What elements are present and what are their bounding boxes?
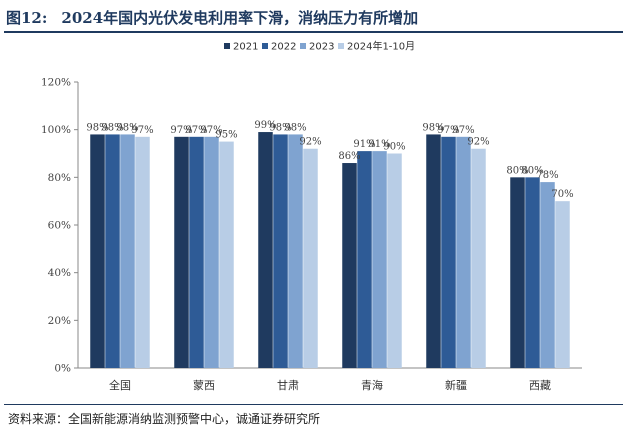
figure-title: 图12: 2024年国内光伏发电利用率下滑，消纳压力有所增加	[6, 5, 621, 31]
data-label: 80%	[506, 165, 528, 176]
data-label: 91%	[353, 139, 375, 150]
bar	[372, 151, 387, 368]
bar	[135, 136, 150, 368]
value-labels: 98%98%98%97% 97%97%97%95%99%98%98%92%86%9…	[86, 120, 573, 200]
data-label: 98%	[422, 122, 444, 133]
category-label: 蒙西	[193, 379, 215, 392]
data-label: 98%	[284, 122, 306, 133]
bar	[525, 177, 540, 368]
source-note: 资料来源：全国新能源消纳监测预警中心，诚通证券研究所	[8, 412, 321, 426]
title-rule	[4, 31, 623, 33]
bar-chart: 2021 2022 2023 2024年1-10月 0% 20% 40% 60% 80% 100…	[41, 40, 582, 392]
data-label: 97%	[131, 125, 153, 136]
source-rule	[4, 404, 623, 405]
figure-label: 图12:	[6, 9, 48, 27]
bar	[555, 201, 570, 368]
x-axis: 全国 蒙西 甘肃 青海 新疆 西藏	[78, 367, 582, 392]
bar	[342, 163, 357, 368]
category-label: 全国	[109, 378, 131, 392]
legend-swatch	[300, 43, 306, 49]
figure-title-text: 2024年国内光伏发电利用率下滑，消纳压力有所增加	[61, 9, 419, 27]
y-tick-label: 80%	[48, 172, 71, 184]
bars-group	[90, 132, 570, 368]
data-label: 99%	[254, 120, 276, 131]
data-label: 86%	[338, 151, 360, 162]
data-label: 92%	[467, 137, 489, 148]
category-label: 西藏	[529, 379, 551, 392]
bar	[219, 141, 234, 368]
data-label: 80%	[521, 165, 543, 176]
bar	[288, 134, 303, 368]
data-label: 91%	[368, 139, 390, 150]
legend-swatch	[262, 43, 268, 49]
bar	[90, 134, 105, 368]
data-label: 70%	[551, 189, 573, 200]
bar	[273, 134, 288, 368]
bar	[510, 177, 525, 368]
data-label: 92%	[299, 137, 321, 148]
bar	[189, 136, 204, 368]
y-tick-label: 120%	[41, 77, 71, 89]
y-tick-label: 0%	[54, 363, 71, 375]
bar	[303, 148, 318, 368]
category-label: 新疆	[445, 378, 467, 392]
data-label: 97%	[185, 125, 207, 136]
data-label: 98%	[101, 122, 123, 133]
y-tick-label: 40%	[48, 267, 71, 279]
legend-label: 2024年1-10月	[347, 40, 415, 53]
bar	[120, 134, 135, 368]
data-label: 97%	[200, 125, 222, 136]
bar	[357, 151, 372, 368]
chart-legend: 2021 2022 2023 2024年1-10月	[224, 40, 415, 53]
data-label: 97%	[437, 125, 459, 136]
category-label: 甘肃	[277, 379, 299, 392]
y-tick-label: 60%	[48, 220, 71, 232]
data-label: 98%	[269, 122, 291, 133]
legend-swatch	[224, 43, 230, 49]
legend-label: 2021	[233, 42, 258, 53]
bar	[105, 134, 120, 368]
data-label: 78%	[536, 170, 558, 181]
data-label: 97%	[170, 125, 192, 136]
y-axis: 0% 20% 40% 60% 80% 100% 120%	[41, 77, 79, 375]
bar	[174, 136, 189, 368]
data-label: 95%	[215, 130, 237, 141]
y-tick-label: 20%	[48, 315, 71, 327]
data-label: 98%	[86, 122, 108, 133]
bar	[204, 136, 219, 368]
bar	[456, 136, 471, 368]
bar	[540, 182, 555, 368]
data-label: 90%	[383, 142, 405, 153]
bar	[441, 136, 456, 368]
bar	[426, 134, 441, 368]
bar	[471, 148, 486, 368]
bar	[387, 153, 402, 368]
legend-label: 2023	[309, 42, 334, 53]
y-tick-label: 100%	[41, 124, 71, 136]
legend-label: 2022	[271, 42, 296, 53]
data-label: 98%	[116, 122, 138, 133]
bar	[258, 132, 273, 368]
category-label: 青海	[361, 378, 383, 392]
legend-swatch	[338, 43, 344, 49]
data-label: 97%	[452, 125, 474, 136]
